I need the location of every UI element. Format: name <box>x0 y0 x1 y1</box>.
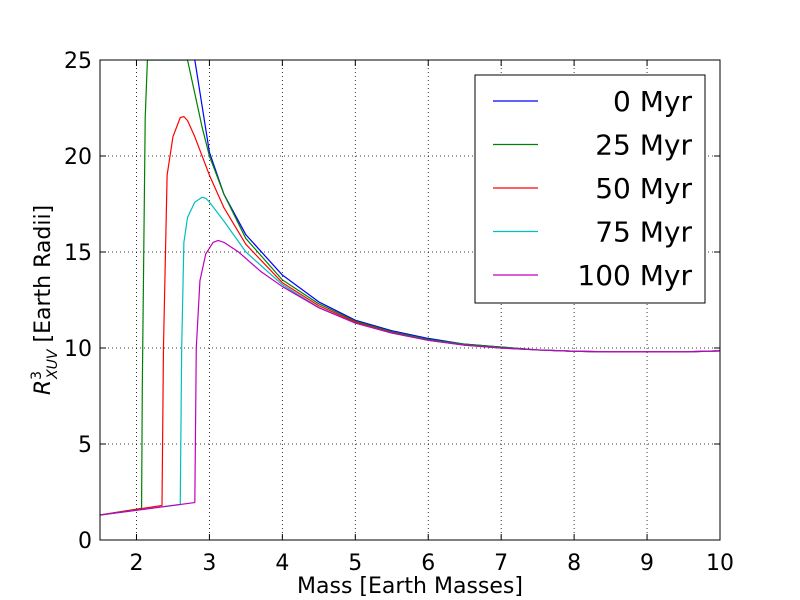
y-axis-label: R3XUV [Earth Radii] <box>29 205 61 395</box>
y-axis-label-subscript: XUV <box>45 348 61 380</box>
legend-label-4: 100 Myr <box>577 259 692 292</box>
x-tick-label: 5 <box>348 551 362 576</box>
legend-label-0: 0 Myr <box>613 85 692 118</box>
series-line-4 <box>100 239 720 516</box>
y-axis-label-symbol: R <box>31 380 56 395</box>
x-tick-label: 6 <box>421 551 435 576</box>
x-tick-label: 2 <box>129 551 143 576</box>
y-tick-label: 5 <box>78 433 92 458</box>
x-tick-label: 9 <box>640 551 654 576</box>
legend: 0 Myr 25 Myr 50 Myr 75 Myr 100 Myr <box>474 74 706 304</box>
axis-ticks <box>100 59 721 541</box>
y-tick-label: 25 <box>64 49 92 74</box>
y-tick-label: 15 <box>64 241 92 266</box>
x-tick-label: 10 <box>706 551 734 576</box>
series-lines <box>100 60 720 516</box>
y-axis-label-text: [Earth Radii] <box>31 205 56 350</box>
legend-label-3: 75 Myr <box>595 216 692 249</box>
legend-label-1: 25 Myr <box>595 129 692 162</box>
x-tick-label: 8 <box>567 551 581 576</box>
y-tick-labels: 0 5 10 15 20 25 <box>64 49 92 554</box>
y-tick-label: 20 <box>64 145 92 170</box>
y-axis-label-superscript: 3 <box>29 371 45 380</box>
plot-frame <box>99 59 721 541</box>
x-tick-label: 7 <box>494 551 508 576</box>
x-tick-label: 3 <box>202 551 216 576</box>
x-tick-label: 4 <box>275 551 289 576</box>
y-tick-label: 0 <box>78 529 92 554</box>
legend-label-2: 50 Myr <box>595 172 692 205</box>
x-axis-label: Mass [Earth Masses] <box>297 574 523 599</box>
legend-frame <box>474 74 706 304</box>
x-tick-labels: 2 3 4 5 6 7 8 9 10 <box>129 551 734 576</box>
y-tick-label: 10 <box>64 337 92 362</box>
